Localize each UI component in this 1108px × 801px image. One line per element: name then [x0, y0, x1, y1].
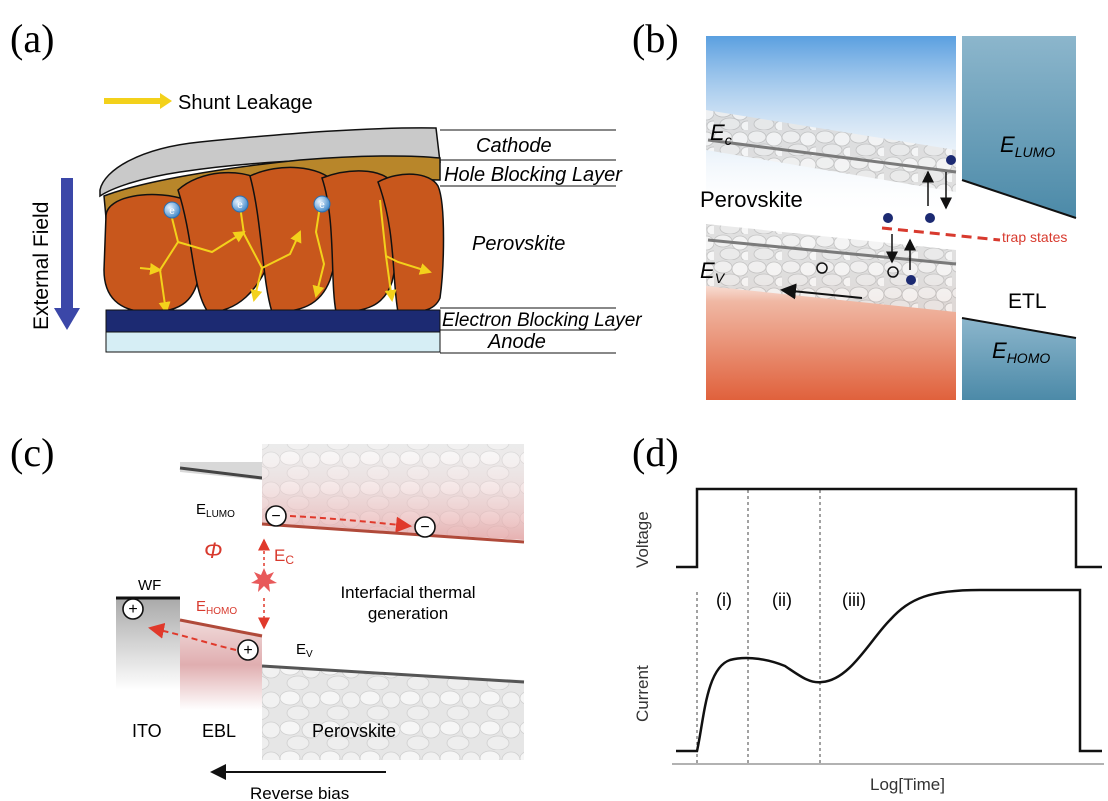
electron-marker — [163, 201, 181, 219]
perovskite-label-b: Perovskite — [700, 187, 803, 212]
panel-c-letter: (c) — [10, 430, 54, 475]
panel-d: (d) Log[Time] Voltage Current (i) (ii) (… — [632, 430, 1104, 794]
electron-symbol: − — [420, 519, 429, 536]
ec-label-c: EC — [274, 546, 294, 567]
region-dividers — [696, 490, 821, 764]
ec-line-c — [261, 522, 525, 544]
charge-carriers: e e e — [163, 195, 331, 219]
electron-circle — [265, 505, 287, 527]
current-trace — [676, 588, 1102, 753]
electron-marker — [231, 195, 249, 213]
upper-grain-band — [706, 110, 956, 192]
external-field-arrow-shaft — [61, 178, 73, 310]
region-iii-label: (iii) — [842, 590, 866, 610]
generation-spark-icon — [251, 568, 277, 592]
ebl-label-c: EBL — [202, 721, 236, 741]
etl-homo-edge — [961, 317, 1077, 339]
ev-label: EV — [700, 258, 726, 286]
voltage-trace — [676, 487, 1102, 569]
external-field-label: External Field — [30, 202, 53, 330]
electron-circle — [414, 516, 436, 538]
voltage-axis-label: Voltage — [633, 511, 652, 568]
interfacial-label-line1: Interfacial thermal — [340, 583, 475, 602]
trap-states-line — [881, 226, 1001, 242]
electron-blocking-label: Electron Blocking Layer — [442, 310, 642, 331]
electron-blocking-layer — [105, 309, 441, 333]
ehomo-label: EHOMO — [992, 338, 1050, 366]
ev-label-c: EV — [296, 641, 313, 660]
electron-marker — [313, 195, 331, 213]
ebl-lumo-line — [179, 466, 263, 480]
leakage-legend-arrowhead — [160, 93, 172, 109]
cathode-layer — [99, 127, 441, 198]
reverse-bias-label: Reverse bias — [250, 784, 349, 801]
perovskite-conduction-tint — [262, 444, 524, 540]
trap-states-label: trap states — [1002, 229, 1067, 245]
electron-transfer-arrow — [289, 515, 412, 533]
wf-label: WF — [138, 577, 161, 594]
perovskite-label-c: Perovskite — [312, 721, 396, 741]
hole-circle — [237, 639, 259, 661]
etl-label: ETL — [1008, 290, 1047, 313]
ec-line — [707, 138, 957, 174]
region-ii-label: (ii) — [772, 590, 792, 610]
panel-b: (b) trap states — [632, 16, 1077, 400]
phi-label: Φ — [204, 538, 222, 563]
ito-label: ITO — [132, 721, 162, 741]
hole-transfer-arrow — [148, 622, 237, 651]
etl-lumo-edge — [961, 179, 1077, 219]
ev-line — [707, 238, 957, 266]
elumo-label: ELUMO — [1000, 132, 1055, 160]
panel-c: (c) − − + + ELUMO Φ EC — [10, 430, 525, 801]
leakage-legend-label: Shunt Leakage — [178, 92, 313, 114]
trap-transition-arrows — [886, 170, 952, 270]
panel-a: (a) Shunt Leakage External Field — [10, 16, 642, 354]
electron-marker-label: e — [237, 200, 243, 211]
ec-label: Ec — [710, 120, 732, 148]
hole-drift-arrow — [780, 283, 863, 300]
electron-marker-label: e — [319, 200, 325, 211]
cathode-label: Cathode — [476, 135, 552, 157]
electron-marker-label: e — [169, 206, 175, 217]
panel-d-letter: (d) — [632, 430, 679, 475]
region-i-label: (i) — [716, 590, 732, 610]
elumo-label-c: ELUMO — [196, 501, 235, 520]
time-axis-label: Log[Time] — [870, 775, 945, 794]
ev-line-c — [261, 664, 525, 684]
ehomo-line — [179, 618, 263, 638]
ehomo-label-c: EHOMO — [196, 598, 237, 617]
anode-layer — [105, 331, 441, 353]
leakage-paths — [139, 199, 432, 314]
electron-symbol: − — [271, 508, 280, 525]
etl-lumo-block — [962, 36, 1076, 218]
perovskite-valence-grains — [262, 666, 524, 760]
anode-label: Anode — [487, 331, 546, 353]
panel-a-letter: (a) — [10, 16, 54, 61]
current-axis-label: Current — [633, 665, 652, 722]
panel-b-letter: (b) — [632, 16, 679, 61]
hole-blocking-label: Hole Blocking Layer — [444, 164, 623, 186]
layer-label-lines — [440, 129, 616, 354]
trap-carriers — [816, 155, 956, 285]
interfacial-label-line2: generation — [368, 604, 448, 623]
hole-symbol: + — [243, 642, 252, 659]
etl-homo-block — [962, 318, 1076, 400]
perovskite-label: Perovskite — [472, 233, 565, 255]
hole-circle — [122, 598, 144, 620]
external-field-arrowhead — [54, 308, 80, 330]
hole-symbol: + — [128, 601, 137, 618]
